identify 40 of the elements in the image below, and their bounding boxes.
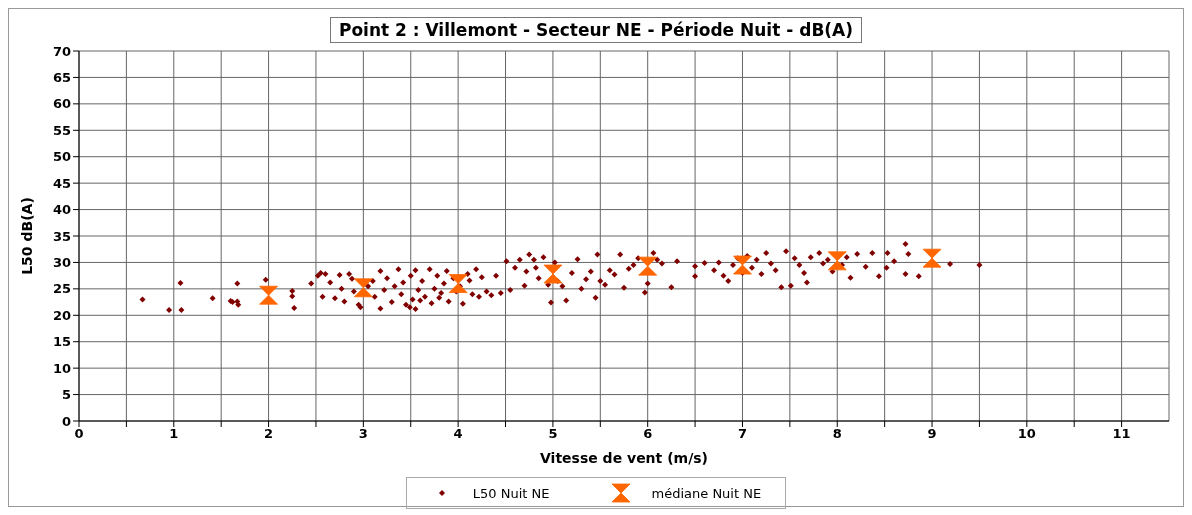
y-tick-label: 65 xyxy=(52,70,71,86)
x-tick-label: 4 xyxy=(453,426,463,442)
point xyxy=(733,255,752,275)
point xyxy=(922,248,942,268)
legend-label: L50 Nuit NE xyxy=(472,485,550,501)
point xyxy=(827,251,847,271)
y-tick-label: 5 xyxy=(61,387,71,403)
y-tick-label: 60 xyxy=(52,96,71,112)
y-tick-label: 45 xyxy=(52,175,71,191)
point xyxy=(259,285,278,305)
y-tick-label: 10 xyxy=(52,360,71,376)
y-tick-label: 15 xyxy=(52,334,71,350)
y-axis-title: L50 dB(A) xyxy=(18,197,35,275)
y-tick-label: 20 xyxy=(52,307,71,323)
x-tick-label: 9 xyxy=(927,426,937,442)
y-tick-label: 0 xyxy=(61,413,71,429)
x-tick-label: 1 xyxy=(169,426,179,442)
legend-label: médiane Nuit NE xyxy=(651,485,762,501)
x-tick-label: 10 xyxy=(1017,426,1036,442)
x-tick-label: 2 xyxy=(264,426,274,442)
point xyxy=(543,264,563,284)
point xyxy=(353,278,373,298)
x-tick-label: 7 xyxy=(737,426,747,442)
x-tick-label: 6 xyxy=(643,426,653,442)
x-tick-label: 8 xyxy=(832,426,842,442)
x-tick-label: 11 xyxy=(1112,426,1131,442)
x-tick-label: 3 xyxy=(358,426,368,442)
y-tick-label: 55 xyxy=(52,122,71,138)
chart-title: Point 2 : Villemont - Secteur NE - Période Nuit - dB(A) xyxy=(329,17,863,43)
y-tick-label: 35 xyxy=(52,228,71,244)
point xyxy=(638,256,658,276)
y-tick-label: 40 xyxy=(52,202,71,218)
point xyxy=(448,274,468,293)
y-tick-label: 70 xyxy=(52,43,71,59)
x-tick-label: 5 xyxy=(548,426,558,442)
y-tick-label: 25 xyxy=(52,281,71,297)
y-tick-label: 30 xyxy=(52,255,71,271)
x-axis-title: Vitesse de vent (m/s) xyxy=(540,450,708,466)
y-tick-label: 50 xyxy=(52,149,71,165)
x-tick-label: 0 xyxy=(74,426,84,442)
